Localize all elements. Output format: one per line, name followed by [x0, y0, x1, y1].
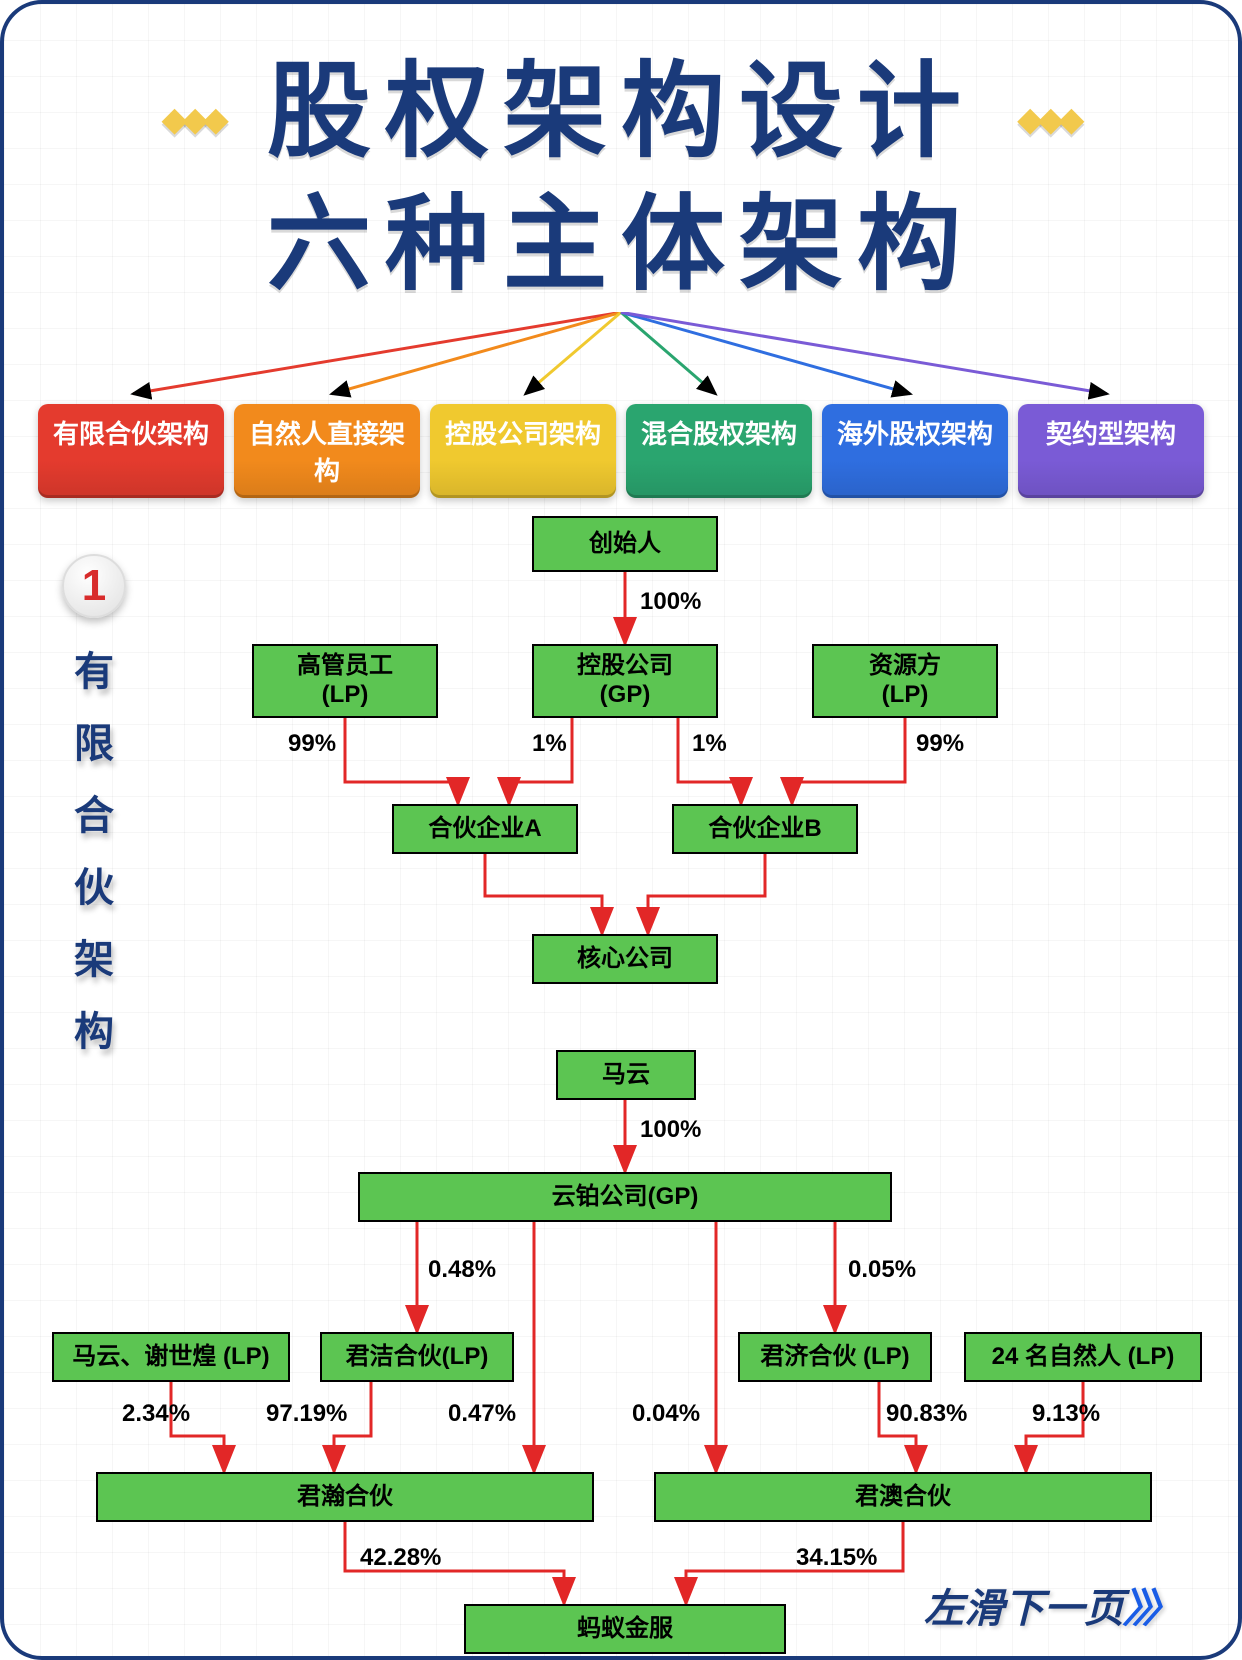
- node-empLP: 高管员工(LP): [252, 644, 438, 718]
- edge-label-0: 100%: [640, 588, 701, 616]
- node-founder: 创始人: [532, 516, 718, 572]
- node-natLP: 24 名自然人 (LP): [964, 1332, 1202, 1382]
- node-mayun: 马云: [556, 1050, 696, 1100]
- tab-0[interactable]: 有限合伙架构: [38, 404, 224, 498]
- edge-label-13: 97.19%: [266, 1400, 347, 1428]
- fan-svg: [4, 312, 1238, 404]
- chevron-right-icon: 〉〉〉: [1132, 1576, 1182, 1634]
- edge-label-8: 0.48%: [428, 1256, 496, 1284]
- edge-label-11: 0.04%: [632, 1400, 700, 1428]
- title-line-1: ◆◆◆ 股权架构设计 ◆◆◆: [4, 46, 1238, 179]
- tab-1[interactable]: 自然人直接架构: [234, 404, 420, 498]
- node-core: 核心公司: [532, 934, 718, 984]
- node-junjiLP: 君济合伙 (LP): [738, 1332, 932, 1382]
- node-holdingGP: 控股公司(GP): [532, 644, 718, 718]
- node-resLP: 资源方(LP): [812, 644, 998, 718]
- edge-label-7: 100%: [640, 1116, 701, 1144]
- edge-label-1: 99%: [288, 730, 336, 758]
- edge-label-16: 42.28%: [360, 1544, 441, 1572]
- node-yunbo: 云铂公司(GP): [358, 1172, 892, 1222]
- page: ◆◆◆ 股权架构设计 ◆◆◆ 六种主体架构 有限合伙架构自然人直接架构控股公司架…: [0, 0, 1242, 1660]
- node-myxshLP: 马云、谢世煌 (LP): [52, 1332, 290, 1382]
- edge-label-4: 99%: [916, 730, 964, 758]
- tab-row: 有限合伙架构自然人直接架构控股公司架构混合股权架构海外股权架构契约型架构: [4, 404, 1238, 498]
- edge-label-10: 0.47%: [448, 1400, 516, 1428]
- node-pB: 合伙企业B: [672, 804, 858, 854]
- node-junhan: 君瀚合伙: [96, 1472, 594, 1522]
- edge-label-17: 34.15%: [796, 1544, 877, 1572]
- title-line-2: 六种主体架构: [4, 179, 1238, 312]
- edge-label-14: 90.83%: [886, 1400, 967, 1428]
- flowchart: 100% 99% 1% 1% 99% 100% 0.48% 0.05% 0.47% 0.04% 2.…: [4, 516, 1238, 1660]
- tab-2[interactable]: 控股公司架构: [430, 404, 616, 498]
- rainbow-fan: [4, 312, 1238, 404]
- ornament-left-icon: ◆◆◆: [162, 99, 224, 140]
- node-pA: 合伙企业A: [392, 804, 578, 854]
- edge-label-15: 9.13%: [1032, 1400, 1100, 1428]
- cta-text: 左滑下一页: [924, 1576, 1124, 1634]
- ornament-right-icon: ◆◆◆: [1018, 99, 1080, 140]
- tab-4[interactable]: 海外股权架构: [822, 404, 1008, 498]
- edge-label-2: 1%: [532, 730, 567, 758]
- swipe-cta[interactable]: 左滑下一页 〉〉〉: [924, 1576, 1182, 1634]
- edge-label-12: 2.34%: [122, 1400, 190, 1428]
- node-ant: 蚂蚁金服: [464, 1604, 786, 1654]
- title-block: ◆◆◆ 股权架构设计 ◆◆◆ 六种主体架构: [4, 4, 1238, 312]
- title-text-1: 股权架构设计: [267, 54, 975, 170]
- edge-label-9: 0.05%: [848, 1256, 916, 1284]
- tab-3[interactable]: 混合股权架构: [626, 404, 812, 498]
- node-junjieLP: 君洁合伙(LP): [320, 1332, 514, 1382]
- node-junao: 君澳合伙: [654, 1472, 1152, 1522]
- edge-label-3: 1%: [692, 730, 727, 758]
- tab-5[interactable]: 契约型架构: [1018, 404, 1204, 498]
